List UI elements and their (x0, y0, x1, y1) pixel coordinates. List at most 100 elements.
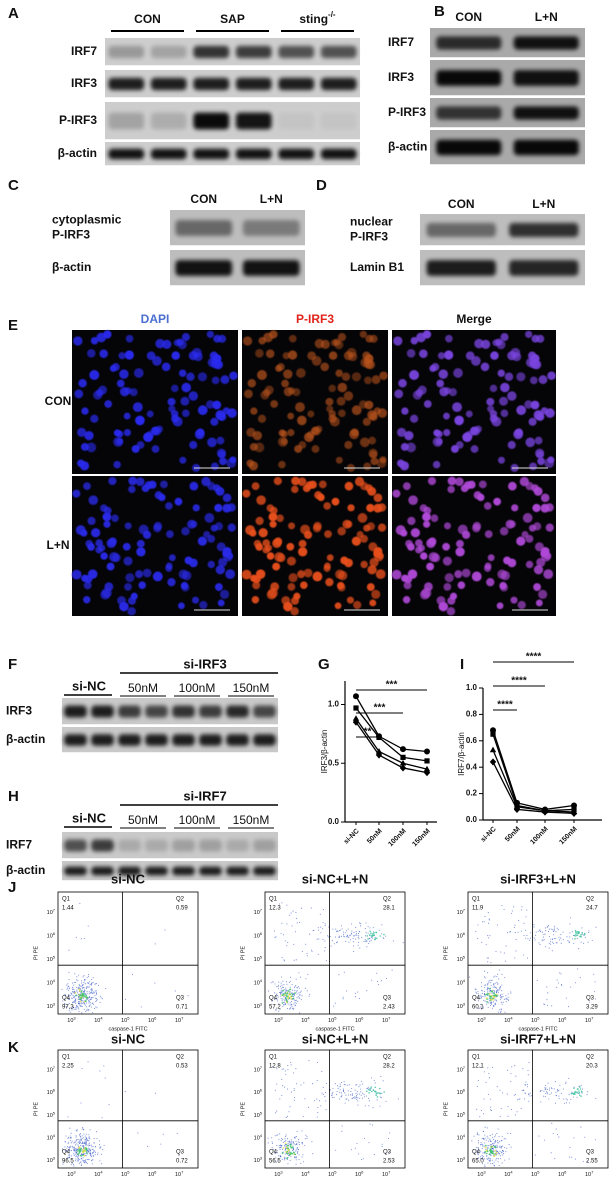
cell (460, 484, 469, 493)
event-dot (68, 1155, 70, 1157)
event-dot (81, 982, 83, 984)
cell (189, 481, 199, 491)
event-dot (490, 979, 492, 981)
event-dot (80, 1003, 82, 1005)
cell (90, 336, 99, 345)
cell (83, 482, 91, 491)
dose-label: 150nM (233, 813, 270, 827)
blot-strip (430, 130, 585, 166)
event-dot (312, 929, 314, 931)
event-dot (480, 997, 482, 999)
cell (453, 368, 463, 378)
event-dot (76, 1151, 78, 1153)
event-dot (82, 987, 84, 989)
event-dot (504, 1011, 506, 1013)
event-dot (567, 940, 569, 942)
event-dot (351, 932, 353, 934)
quadrant-name: Q4 (269, 1150, 278, 1156)
event-dot (488, 1159, 490, 1161)
event-dot (487, 912, 489, 914)
event-dot (576, 937, 578, 939)
event-dot (298, 992, 300, 994)
event-dot (366, 946, 368, 948)
x-tick-label: 104 (94, 1170, 103, 1179)
cell (351, 536, 362, 546)
event-dot (480, 994, 482, 996)
event-dot (290, 1155, 292, 1158)
event-dot (176, 1132, 178, 1134)
cell (367, 410, 378, 420)
event-dot (95, 1006, 97, 1008)
event-dot-dense (290, 998, 293, 1000)
cell (246, 459, 255, 468)
event-dot (75, 1153, 77, 1155)
event-dot-dense (285, 999, 288, 1002)
event-dot (373, 1079, 375, 1081)
event-dot (483, 1139, 485, 1141)
tick-exponent: 7 (388, 1170, 391, 1175)
cell (304, 432, 314, 443)
event-dot (499, 1009, 501, 1011)
event-dot (506, 998, 508, 1000)
event-dot (483, 994, 486, 996)
event-dot (385, 1152, 387, 1154)
blot-band (242, 260, 300, 276)
event-dot (281, 956, 283, 959)
cell (533, 565, 544, 575)
event-dot (277, 984, 280, 986)
cell (193, 352, 203, 362)
event-dot (521, 1089, 523, 1091)
event-dot (95, 989, 97, 991)
data-point (570, 809, 578, 817)
blot-band (199, 734, 222, 746)
event-dot (82, 984, 84, 986)
event-dot (87, 925, 89, 927)
event-dot (310, 907, 312, 909)
event-dot-dense (576, 934, 579, 937)
event-dot (484, 1158, 486, 1160)
cell (211, 376, 220, 385)
event-dot (307, 1106, 310, 1108)
tick-exponent: 6 (53, 1088, 56, 1093)
event-dot (72, 994, 74, 997)
y-tick-label: 106 (457, 931, 466, 940)
event-dot (280, 1155, 282, 1158)
event-dot (480, 982, 483, 984)
cell (407, 516, 416, 526)
event-dot (80, 992, 82, 994)
cell (324, 530, 332, 539)
event-dot (278, 1138, 280, 1140)
event-dot (66, 1146, 69, 1148)
event-dot (501, 984, 503, 986)
event-dot (558, 936, 560, 938)
event-dot (546, 999, 548, 1001)
cell (358, 400, 368, 409)
event-dot (271, 1000, 273, 1002)
blot-band (145, 705, 168, 718)
event-dot (372, 926, 374, 928)
y-tick-label: 1.0 (466, 683, 478, 692)
event-dot (354, 992, 356, 994)
event-dot (385, 977, 387, 980)
event-dot (482, 1144, 484, 1146)
event-dot-dense (491, 1152, 494, 1155)
blot-strip (420, 250, 585, 287)
blot-row-label: cytoplasmic (52, 213, 122, 227)
event-dot-dense (489, 997, 492, 1000)
event-dot (489, 1138, 491, 1140)
event-dot (360, 1080, 362, 1082)
event-dot (353, 935, 355, 937)
cell (181, 382, 192, 393)
event-dot (325, 1082, 327, 1084)
cell (508, 520, 516, 528)
blot-band (150, 148, 187, 160)
cell (471, 356, 481, 366)
column-label: P-IRF3 (296, 312, 334, 326)
cell (444, 573, 454, 583)
cell (138, 581, 147, 589)
cell (368, 436, 377, 445)
event-dot (289, 1159, 291, 1162)
cell (124, 583, 132, 591)
quadrant-name: Q1 (269, 897, 278, 903)
cell (437, 352, 446, 360)
